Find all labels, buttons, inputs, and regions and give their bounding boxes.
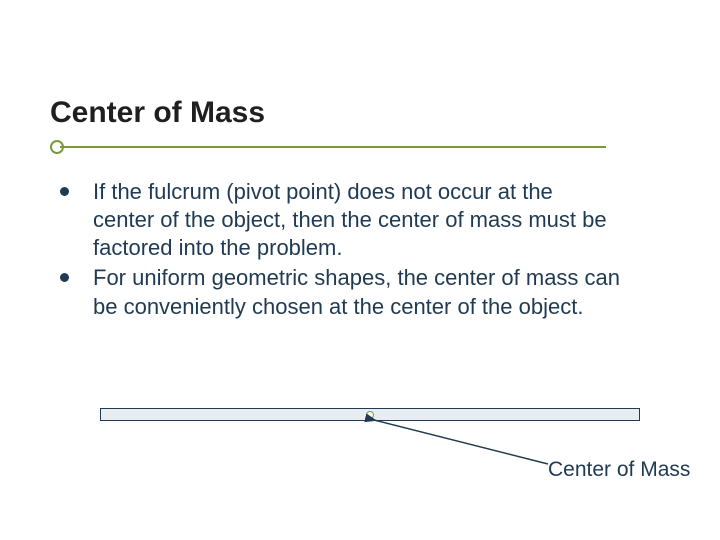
bullet-icon (60, 273, 69, 282)
bullet-item: For uniform geometric shapes, the center… (60, 264, 620, 320)
bullet-icon (60, 187, 69, 196)
title-underline (50, 140, 606, 154)
bullet-text: If the fulcrum (pivot point) does not oc… (93, 178, 620, 262)
arrow-icon (360, 416, 560, 476)
body-text-area: If the fulcrum (pivot point) does not oc… (60, 178, 620, 323)
bullet-item: If the fulcrum (pivot point) does not oc… (60, 178, 620, 262)
title-area: Center of Mass (50, 96, 265, 140)
center-of-mass-diagram: Center of Mass (100, 408, 640, 488)
slide: Center of Mass If the fulcrum (pivot poi… (0, 0, 720, 540)
slide-title: Center of Mass (50, 96, 265, 130)
underline-line (60, 146, 606, 148)
bullet-text: For uniform geometric shapes, the center… (93, 264, 620, 320)
center-of-mass-label: Center of Mass (548, 458, 690, 482)
